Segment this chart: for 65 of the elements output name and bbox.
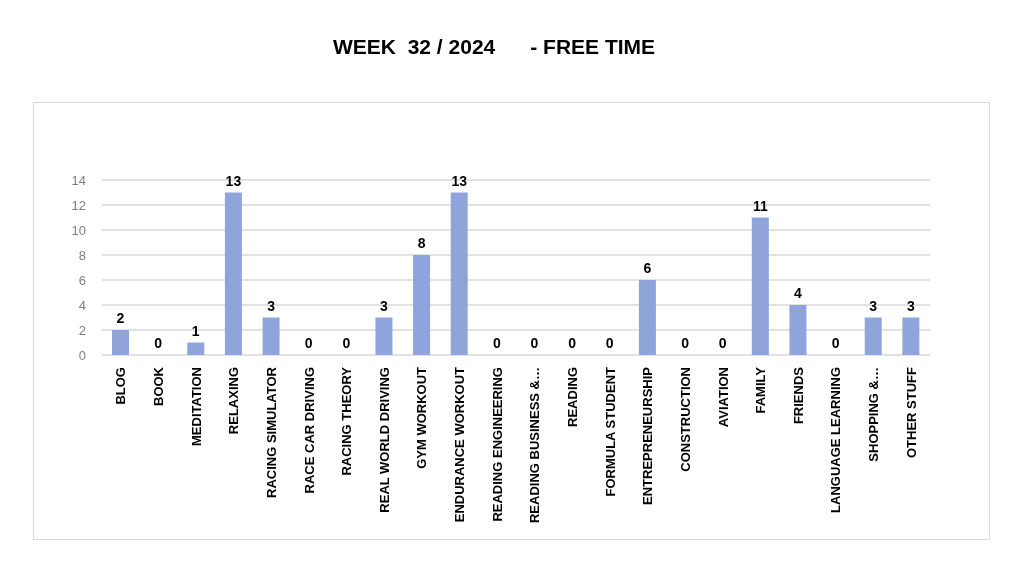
data-label: 0 — [718, 335, 727, 351]
y-tick-label: 2 — [78, 322, 86, 338]
chart-title: WEEK 32 / 2024 - FREE TIME — [333, 34, 656, 60]
x-tick-label: READING ENGINEERING — [489, 367, 505, 522]
data-label: 0 — [154, 335, 163, 351]
x-tick-label: AVIATION — [715, 367, 731, 428]
y-tick-label: 14 — [71, 172, 86, 188]
x-tick-label: MEDITATION — [188, 367, 204, 446]
data-label: 13 — [225, 172, 242, 189]
data-label: 0 — [568, 335, 577, 351]
x-tick-label: FORMULA STUDENT — [602, 366, 618, 497]
bar — [864, 317, 882, 355]
bar — [375, 317, 393, 355]
bar — [902, 317, 920, 355]
x-tick-label: ENTREPRENEURSHIP — [640, 366, 656, 505]
y-tick-label: 8 — [78, 247, 86, 263]
x-tick-label: REAL WORLD DRIVING — [376, 367, 392, 513]
bar — [751, 217, 769, 355]
data-label: 3 — [380, 297, 389, 314]
x-tick-label: ENDURANCE WORKOUT — [452, 366, 468, 523]
y-tick-label: 6 — [78, 272, 86, 288]
x-tick-label: GYM WORKOUT — [414, 366, 430, 469]
bar — [789, 305, 807, 355]
x-tick-label: FRIENDS — [790, 366, 806, 425]
y-tick-label: 0 — [78, 347, 86, 363]
y-tick-label: 12 — [71, 197, 86, 213]
x-tick-label: OTHER STUFF — [903, 366, 919, 458]
bar — [262, 317, 280, 355]
data-label: 3 — [906, 297, 915, 314]
bar — [112, 330, 129, 355]
bar — [450, 192, 468, 355]
x-tick-label: BLOG — [113, 367, 129, 405]
data-label: 13 — [451, 172, 468, 189]
bar — [224, 192, 242, 355]
data-label: 3 — [267, 297, 276, 314]
data-label: 0 — [530, 335, 539, 351]
x-tick-label: FAMILY — [753, 366, 769, 414]
x-tick-label: BOOK — [151, 366, 166, 406]
data-label: 11 — [752, 197, 768, 214]
data-label: 0 — [681, 335, 690, 351]
x-tick-label: RACING SIMULATOR — [263, 366, 279, 498]
x-tick-label: LANGUAGE LEARNING — [828, 367, 844, 513]
bar — [187, 342, 205, 355]
x-tick-label: CONSTRUCTION — [677, 367, 693, 472]
x-tick-label: RACING THEORY — [339, 366, 355, 476]
y-tick-label: 4 — [78, 297, 86, 313]
x-tick-label: RACE CAR DRIVING — [301, 367, 317, 494]
data-label: 0 — [831, 335, 840, 351]
data-label: 2 — [116, 310, 125, 326]
x-tick-label: READING BUSINESS &… — [527, 367, 543, 524]
y-tick-label: 10 — [71, 222, 86, 238]
bar — [413, 255, 431, 355]
x-tick-label: READING — [565, 367, 580, 427]
data-label: 6 — [643, 260, 652, 276]
data-label: 0 — [304, 335, 313, 351]
x-tick-label: SHOPPING &… — [866, 367, 882, 462]
data-label: 4 — [794, 285, 803, 301]
data-label: 0 — [605, 335, 614, 351]
data-label: 1 — [191, 322, 200, 339]
x-tick-label: RELAXING — [226, 367, 242, 435]
bar — [638, 280, 656, 355]
data-label: 8 — [417, 235, 426, 251]
data-label: 3 — [869, 297, 878, 314]
data-label: 0 — [492, 335, 501, 351]
data-label: 0 — [342, 335, 351, 351]
